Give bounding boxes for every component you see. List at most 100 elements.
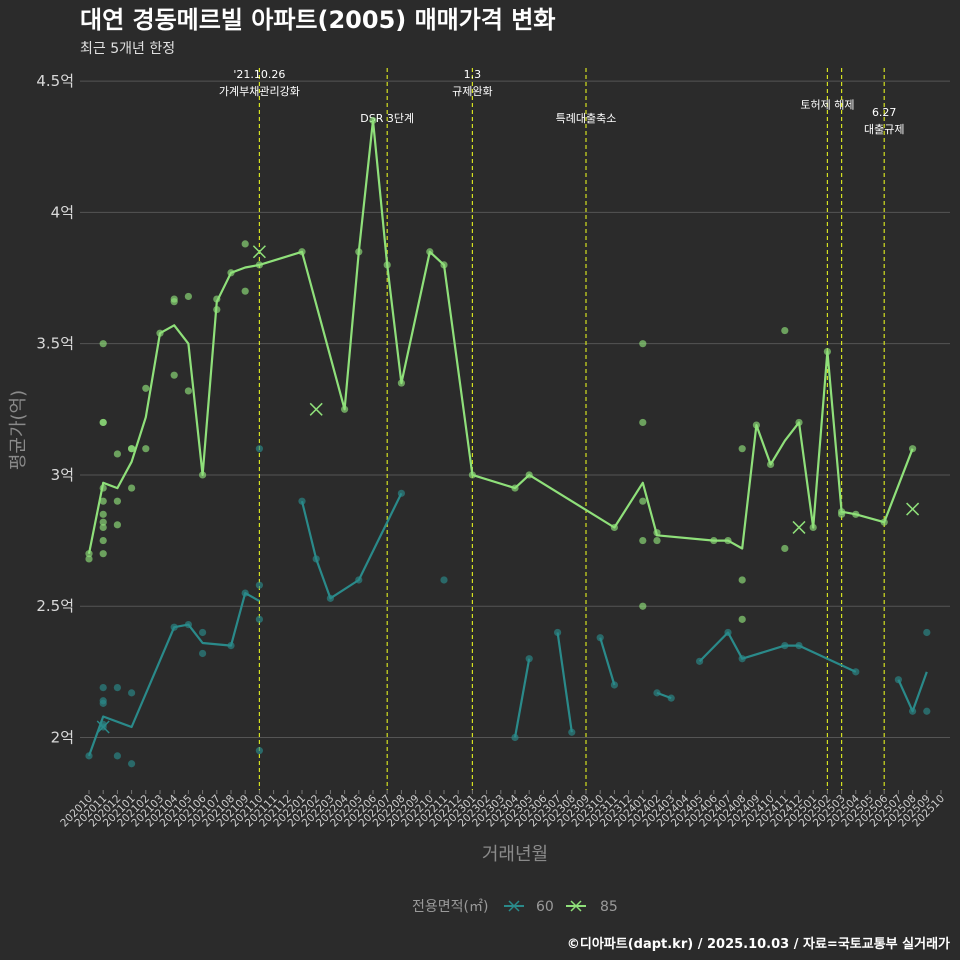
data-point-60 bbox=[241, 589, 249, 597]
event-label: 특례대출축소 bbox=[556, 112, 617, 125]
legend: 전용면적(㎡) 60 85 bbox=[412, 899, 618, 915]
data-point-60 bbox=[227, 642, 235, 650]
y-axis-title: 평균가(억) bbox=[8, 390, 29, 470]
data-point-85 bbox=[99, 418, 107, 427]
data-point-60 bbox=[852, 668, 860, 676]
legend-label-60: 60 bbox=[536, 899, 554, 915]
data-point-85 bbox=[426, 248, 434, 256]
data-point-60 bbox=[894, 676, 903, 684]
data-point-60 bbox=[113, 752, 121, 760]
event-label: DSR 3단계 bbox=[360, 112, 414, 125]
data-point-85 bbox=[852, 510, 860, 518]
data-point-60 bbox=[298, 497, 306, 505]
data-point-60 bbox=[255, 445, 263, 453]
data-point-60 bbox=[113, 684, 121, 692]
data-point-85 bbox=[85, 550, 93, 558]
data-point-85 bbox=[653, 529, 661, 537]
data-point-85 bbox=[511, 484, 519, 492]
y-tick-label: 3억 bbox=[51, 466, 74, 484]
data-point-85 bbox=[653, 536, 661, 545]
data-point-85 bbox=[767, 460, 775, 469]
data-point-85 bbox=[85, 555, 93, 563]
x-axis-ticks: 2020102020112020122021012021022021032021… bbox=[58, 790, 947, 829]
data-point-85 bbox=[156, 329, 164, 337]
data-point-85 bbox=[795, 418, 803, 427]
data-point-85 bbox=[213, 295, 221, 303]
data-point-60 bbox=[184, 620, 192, 629]
data-point-60 bbox=[312, 555, 320, 563]
data-point-60 bbox=[795, 642, 803, 650]
data-point-60 bbox=[199, 649, 207, 658]
y-axis-ticks: 2억 2.5억 3억 3.5억 4억 4.5억 bbox=[36, 72, 74, 746]
data-point-60 bbox=[326, 594, 334, 602]
data-point-85 bbox=[99, 536, 107, 545]
data-point-85 bbox=[639, 497, 647, 505]
data-point-60 bbox=[568, 728, 576, 736]
data-point-60 bbox=[653, 689, 661, 697]
data-point-85 bbox=[383, 261, 391, 269]
data-point-60 bbox=[170, 623, 178, 631]
data-point-60 bbox=[99, 684, 107, 692]
data-point-85 bbox=[298, 248, 306, 256]
data-point-85 bbox=[99, 510, 107, 518]
data-point-60 bbox=[610, 681, 619, 689]
data-point-85 bbox=[880, 518, 888, 526]
data-point-60 bbox=[667, 694, 675, 702]
event-label: 토허제 해제 bbox=[800, 98, 854, 112]
x-axis-title: 거래년월 bbox=[482, 844, 548, 865]
y-tick-label: 3.5억 bbox=[36, 335, 74, 353]
y-tick-label: 4억 bbox=[51, 203, 74, 221]
data-point-85 bbox=[738, 576, 746, 584]
data-point-60 bbox=[355, 576, 363, 584]
data-point-60 bbox=[781, 642, 789, 650]
data-point-60 bbox=[511, 733, 519, 742]
y-tick-label: 2.5억 bbox=[36, 597, 74, 615]
data-point-85 bbox=[113, 521, 121, 529]
y-tick-label: 2억 bbox=[51, 728, 74, 746]
data-point-85 bbox=[241, 240, 249, 248]
legend-label-85: 85 bbox=[600, 899, 618, 915]
data-point-85 bbox=[781, 544, 789, 553]
data-point-85 bbox=[909, 445, 917, 453]
chart-subtitle: 최근 5개년 한정 bbox=[80, 41, 175, 57]
cross-marker-85 bbox=[906, 502, 920, 516]
data-point-85 bbox=[99, 497, 107, 505]
data-point-60 bbox=[738, 655, 746, 663]
data-point-85 bbox=[113, 450, 121, 458]
data-point-85 bbox=[809, 523, 817, 532]
data-point-85 bbox=[610, 523, 619, 532]
data-point-85 bbox=[199, 471, 207, 479]
source-caption: ©디아파트(dapt.kr) / 2025.10.03 / 자료=국토교통부 실… bbox=[567, 936, 950, 952]
data-point-60 bbox=[99, 699, 107, 707]
data-point-60 bbox=[525, 655, 533, 663]
data-point-60 bbox=[909, 707, 917, 715]
data-point-85 bbox=[639, 340, 647, 348]
series-line-60 bbox=[556, 632, 573, 733]
cross-marker-85 bbox=[252, 245, 266, 259]
cross-marker-60 bbox=[96, 720, 110, 734]
data-point-60 bbox=[199, 628, 207, 637]
data-point-60 bbox=[128, 760, 136, 768]
data-point-85 bbox=[369, 116, 377, 125]
data-point-85 bbox=[440, 261, 448, 269]
data-point-85 bbox=[227, 269, 235, 277]
data-point-60 bbox=[128, 689, 136, 697]
cross-marker-85 bbox=[309, 402, 323, 416]
data-point-85 bbox=[838, 510, 846, 518]
data-point-85 bbox=[99, 484, 107, 492]
series-line-60 bbox=[513, 658, 531, 738]
grid-lines bbox=[80, 80, 950, 738]
data-point-85 bbox=[468, 471, 476, 479]
data-point-85 bbox=[99, 340, 107, 348]
data-point-85 bbox=[397, 379, 405, 387]
y-tick-label: 4.5억 bbox=[36, 72, 74, 90]
legend-marker-60 bbox=[508, 900, 520, 912]
data-point-85 bbox=[823, 347, 832, 356]
series-line-85 bbox=[87, 119, 914, 554]
data-point-60 bbox=[440, 576, 448, 584]
data-point-85 bbox=[142, 445, 150, 453]
data-point-60 bbox=[923, 628, 931, 637]
data-point-85 bbox=[99, 518, 107, 526]
